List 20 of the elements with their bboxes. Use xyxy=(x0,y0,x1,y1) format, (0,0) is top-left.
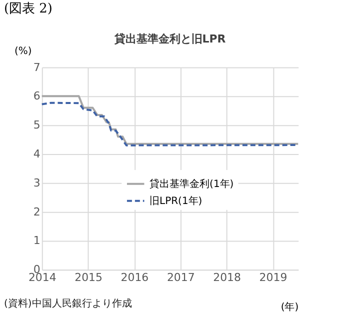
y-tick-label: 2 xyxy=(33,205,40,218)
x-tick-label: 2016 xyxy=(120,271,149,284)
y-tick-label: 6 xyxy=(33,90,40,103)
y-axis-title: (%) xyxy=(14,46,32,57)
line-series xyxy=(40,95,300,145)
x-axis-title: (年) xyxy=(280,301,299,314)
y-tick-label: 3 xyxy=(33,176,40,190)
legend-label: 旧LPR(1年) xyxy=(150,194,202,207)
text: (資料)中国人民銀行より作成 xyxy=(4,298,132,310)
y-tick-label: 7 xyxy=(33,60,40,74)
x-tick-label: 2019 xyxy=(259,271,288,284)
x-tick-label: 2017 xyxy=(166,271,195,284)
y-tick-label: 4 xyxy=(33,148,40,160)
y-tick-label: 5 xyxy=(33,118,40,132)
x-tick-label: 2015 xyxy=(74,271,103,284)
legend-label: 貸出基準金利(1年) xyxy=(150,178,234,190)
chart-title: 貸出基準金利と旧LPR xyxy=(113,32,226,46)
x-tick-label: 2018 xyxy=(213,271,242,284)
chart-subtitle: (図表 2) xyxy=(4,1,52,16)
y-tick-label: 1 xyxy=(33,234,40,248)
